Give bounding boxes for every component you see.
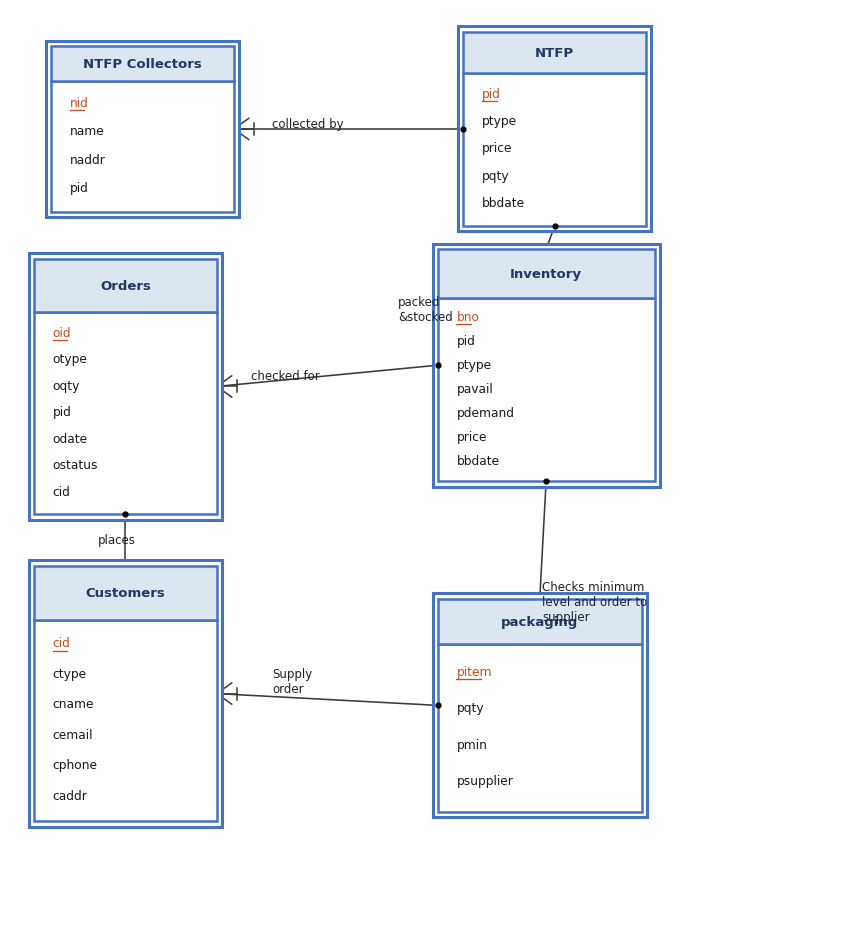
Text: Customers: Customers	[86, 586, 165, 599]
Bar	[51, 82, 234, 212]
Text: pid: pid	[482, 88, 501, 101]
Bar	[29, 561, 222, 827]
Text: pid: pid	[53, 406, 71, 419]
Bar	[34, 313, 217, 514]
Text: odate: odate	[53, 432, 88, 446]
Text: ptype: ptype	[456, 359, 491, 371]
Text: pdemand: pdemand	[456, 407, 514, 419]
Text: Inventory: Inventory	[510, 268, 582, 281]
Text: pid: pid	[70, 182, 88, 194]
Bar	[46, 42, 239, 218]
Text: ptype: ptype	[482, 115, 517, 128]
Bar	[34, 566, 217, 620]
Text: pqty: pqty	[456, 701, 484, 715]
Text: psupplier: psupplier	[456, 774, 513, 787]
Bar	[34, 260, 217, 313]
Bar	[433, 594, 647, 818]
Bar	[51, 47, 234, 82]
Bar	[458, 27, 651, 232]
Text: pqty: pqty	[482, 170, 510, 182]
Text: pitem: pitem	[456, 665, 492, 678]
Text: cemail: cemail	[53, 728, 94, 741]
Text: otype: otype	[53, 353, 88, 366]
Text: oqty: oqty	[53, 379, 80, 393]
Text: oid: oid	[53, 327, 71, 340]
Bar	[463, 33, 646, 74]
Text: places: places	[98, 533, 136, 547]
Bar	[433, 244, 660, 487]
Bar	[29, 254, 222, 520]
Text: cid: cid	[53, 485, 71, 498]
Text: Checks minimum
level and order to
supplier: Checks minimum level and order to suppli…	[542, 581, 648, 624]
Bar	[438, 644, 642, 812]
Bar	[463, 74, 646, 227]
Text: NTFP Collectors: NTFP Collectors	[83, 58, 201, 71]
Text: price: price	[482, 143, 513, 155]
Bar	[438, 250, 654, 298]
Text: ctype: ctype	[53, 666, 87, 680]
Text: cname: cname	[53, 698, 94, 710]
Text: naddr: naddr	[70, 154, 105, 166]
Text: cphone: cphone	[53, 758, 98, 771]
Text: bno: bno	[456, 311, 479, 323]
Text: caddr: caddr	[53, 789, 88, 801]
Text: pmin: pmin	[456, 738, 487, 750]
Text: collected by: collected by	[272, 118, 343, 131]
Text: NTFP: NTFP	[535, 47, 575, 59]
Text: bbdate: bbdate	[456, 454, 500, 467]
Bar	[438, 298, 654, 481]
Text: checked for: checked for	[251, 369, 320, 382]
Text: nid: nid	[70, 96, 88, 110]
Text: name: name	[70, 125, 105, 138]
Text: packaging: packaging	[502, 615, 578, 629]
Text: price: price	[456, 430, 487, 444]
Text: Supply
order: Supply order	[272, 667, 312, 696]
Text: pid: pid	[456, 334, 475, 347]
Bar	[34, 620, 217, 821]
Text: bbdate: bbdate	[482, 197, 525, 210]
Text: pavail: pavail	[456, 382, 493, 396]
Text: ostatus: ostatus	[53, 459, 99, 472]
Text: packed
&stocked: packed &stocked	[398, 295, 452, 324]
Bar	[438, 599, 642, 644]
Text: Orders: Orders	[100, 279, 150, 293]
Text: cid: cid	[53, 636, 71, 649]
